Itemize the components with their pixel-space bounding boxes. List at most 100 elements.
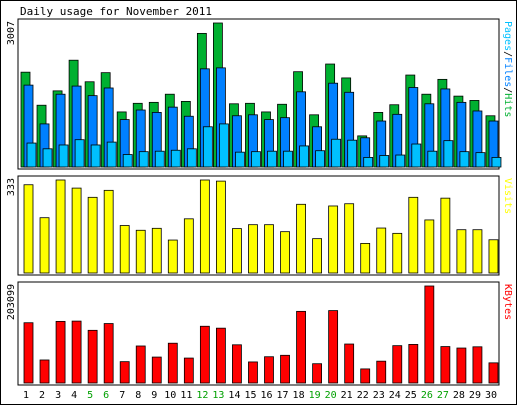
bar-visits-visits-day-26: [424, 219, 435, 274]
bar-visits-visits-day-30: [488, 239, 499, 274]
x-tick-label-day-23: 23: [373, 390, 385, 401]
ylabel-part-3: /: [502, 87, 513, 93]
bar-kbytes-kbytes-day-3: [55, 320, 66, 384]
bar-kbytes-kbytes-day-21: [344, 343, 355, 384]
panel-visits-ytick-label: 333: [6, 178, 17, 196]
bar-visits-visits-day-12: [199, 179, 210, 274]
x-tick-label-day-6: 6: [103, 390, 109, 401]
bar-visits-visits-day-22: [360, 242, 371, 274]
x-tick-label-day-3: 3: [55, 390, 61, 401]
bar-kbytes-kbytes-day-16: [264, 356, 274, 384]
x-tick-label-day-5: 5: [87, 390, 93, 401]
ylabel-part-4: Hits: [502, 93, 513, 117]
panel-visits-frame: [17, 175, 500, 276]
x-tick-label-day-26: 26: [421, 390, 433, 401]
panel-hits: 3007 Pages/Files/Hits: [6, 18, 513, 170]
x-tick-label-day-11: 11: [180, 390, 192, 401]
bar-hits-pages-day-23: [379, 155, 390, 168]
x-tick-label-day-12: 12: [196, 390, 208, 401]
bar-kbytes-kbytes-day-5: [87, 329, 98, 384]
x-tick-label-day-30: 30: [485, 390, 497, 401]
panel-visits: 333 Visits: [6, 175, 513, 276]
bar-hits-pages-day-5: [90, 144, 101, 168]
bar-kbytes-kbytes-day-6: [103, 323, 114, 384]
bar-hits-pages-day-28: [459, 151, 470, 168]
x-tick-label-day-22: 22: [357, 390, 369, 401]
bar-hits-pages-day-18: [299, 145, 309, 168]
bar-hits-pages-day-3: [58, 144, 69, 168]
bar-hits-pages-day-2: [42, 148, 53, 168]
ylabel-part-0: Pages: [502, 21, 513, 51]
bar-visits-visits-day-16: [264, 224, 274, 274]
x-tick-label-day-24: 24: [389, 390, 401, 401]
bar-visits-visits-day-14: [232, 228, 242, 274]
ylabel-part-1: /: [502, 51, 513, 57]
bar-kbytes-kbytes-day-1: [23, 322, 34, 384]
bar-visits-visits-day-5: [87, 196, 98, 274]
x-tick-label-day-13: 13: [212, 390, 224, 401]
chart-title: Daily usage for November 2011: [20, 5, 212, 18]
bar-kbytes-kbytes-day-7: [119, 361, 130, 384]
x-tick-label-day-2: 2: [39, 390, 45, 401]
bar-visits-visits-day-20: [328, 205, 339, 274]
bar-kbytes-kbytes-day-26: [424, 285, 435, 384]
bar-visits-visits-day-1: [23, 184, 34, 274]
bar-visits-visits-day-29: [472, 229, 483, 274]
bar-visits-visits-day-28: [456, 229, 467, 274]
bar-kbytes-kbytes-day-25: [408, 344, 419, 384]
panel-visits-ylabel: Visits: [502, 178, 513, 214]
bar-kbytes-kbytes-day-10: [167, 342, 178, 384]
panel-hits-ytick-label: 3007: [6, 21, 17, 45]
bar-hits-pages-day-21: [347, 139, 358, 168]
bar-hits-pages-day-7: [122, 154, 133, 168]
bar-visits-visits-day-7: [119, 225, 130, 274]
bar-hits-pages-day-6: [106, 141, 117, 168]
bar-hits-pages-day-14: [235, 151, 245, 168]
bar-visits-visits-day-23: [376, 227, 387, 274]
bar-hits-pages-day-11: [186, 148, 197, 168]
bar-kbytes-kbytes-day-27: [440, 346, 451, 384]
x-tick-label-day-21: 21: [341, 390, 353, 401]
bar-kbytes-kbytes-day-30: [488, 362, 499, 384]
bar-visits-visits-day-24: [392, 232, 403, 274]
bar-hits-pages-day-22: [363, 157, 374, 168]
bar-kbytes-kbytes-day-9: [151, 356, 162, 384]
x-tick-label-day-4: 4: [71, 390, 77, 401]
x-tick-label-day-29: 29: [469, 390, 481, 401]
bar-kbytes-kbytes-day-23: [376, 360, 387, 384]
bar-hits-pages-day-13: [218, 123, 229, 168]
bar-kbytes-kbytes-day-14: [232, 344, 242, 384]
bar-kbytes-kbytes-day-13: [215, 327, 226, 384]
bar-hits-pages-day-29: [475, 152, 486, 168]
bar-kbytes-kbytes-day-20: [328, 310, 339, 384]
bar-hits-pages-day-4: [74, 139, 85, 168]
panel-kbytes-ytick-label: 203099: [6, 284, 17, 320]
bar-kbytes-kbytes-day-11: [183, 357, 194, 384]
x-tick-label-day-1: 1: [23, 390, 29, 401]
x-tick-label-day-25: 25: [405, 390, 417, 401]
x-tick-label-day-18: 18: [293, 390, 305, 401]
bar-kbytes-kbytes-day-8: [135, 345, 146, 384]
bar-visits-visits-day-15: [248, 224, 258, 274]
bar-kbytes-kbytes-day-28: [456, 347, 467, 384]
x-axis-labels: 1 2 3 4 5 6 7 8 9 10 11 12 13 14 15 16 17 18 19 20 21 22 23 24 2…: [23, 390, 497, 401]
panel-hits-ylabel: Pages/Files/Hits: [502, 21, 513, 117]
x-tick-label-day-20: 20: [325, 390, 337, 401]
panel-hits-frame: [17, 18, 500, 170]
bar-visits-visits-day-8: [135, 229, 146, 274]
x-tick-label-day-16: 16: [260, 390, 272, 401]
bar-hits-pages-day-1: [26, 142, 37, 168]
ylabel-part-2: Files: [502, 57, 513, 87]
bar-hits-pages-day-8: [138, 151, 149, 168]
bar-hits-pages-day-20: [331, 138, 342, 168]
x-tick-label-day-19: 19: [309, 390, 321, 401]
x-tick-label-day-27: 27: [437, 390, 449, 401]
bar-kbytes-kbytes-day-19: [312, 363, 323, 384]
bar-kbytes-kbytes-day-12: [199, 325, 210, 384]
bar-visits-visits-day-2: [39, 217, 50, 274]
x-tick-label-day-7: 7: [119, 390, 125, 401]
bar-hits-pages-day-17: [283, 150, 293, 168]
